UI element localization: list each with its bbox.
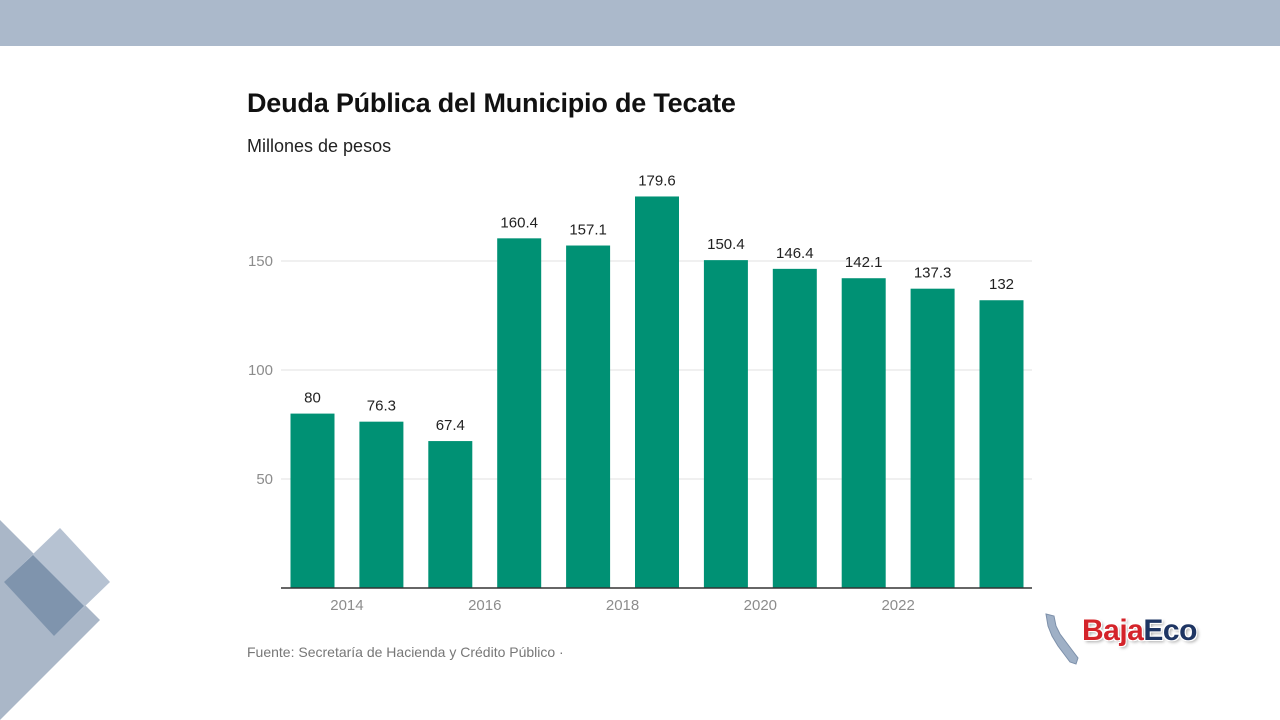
bar-2019 [703, 260, 748, 588]
data-label-2017: 157.1 [569, 222, 607, 239]
x-tick-label-2020: 2020 [744, 597, 777, 614]
bar-2014 [359, 421, 404, 588]
data-label-2022: 137.3 [914, 265, 952, 282]
bar-2015 [428, 441, 473, 588]
y-tick-label: 50 [256, 471, 273, 488]
bar-2022 [910, 288, 955, 588]
x-tick-label-2014: 2014 [330, 597, 363, 614]
logo-text-eco: Eco [1143, 614, 1197, 647]
bar-2021 [841, 278, 886, 588]
bar-2023 [979, 300, 1024, 588]
logo-text-baja: Baja [1082, 614, 1144, 647]
bar-2018 [635, 196, 679, 589]
chart-title: Deuda Pública del Municipio de Tecate [247, 88, 736, 118]
source-note: Fuente: Secretaría de Hacienda y Crédito… [247, 644, 564, 660]
deco-diamond-overlap [4, 555, 84, 636]
data-label-2021: 142.1 [845, 254, 883, 271]
data-label-2023: 132 [989, 276, 1014, 293]
data-label-2014: 76.3 [367, 398, 396, 415]
bar-2020 [772, 268, 817, 588]
y-tick-label: 150 [248, 253, 273, 270]
data-labels: 80 76.3 67.4 160.4 157.1 179.6 150.4 146.4 142.1… [304, 172, 1014, 434]
x-tick-label-2022: 2022 [881, 597, 914, 614]
data-label-2016: 160.4 [500, 214, 538, 231]
bar-2016 [497, 238, 542, 588]
bar-2017 [566, 245, 611, 588]
logo-wordmark: BajaEco [1082, 614, 1197, 648]
data-label-2015: 67.4 [436, 417, 465, 434]
y-axis-ticks: 50 100 150 [248, 253, 273, 488]
bar-2013 [290, 413, 335, 588]
y-tick-label: 100 [248, 362, 273, 379]
x-axis-ticks: 2014 2016 2018 2020 2022 [330, 597, 915, 614]
data-label-2018: 179.6 [638, 172, 676, 189]
top-banner-band [0, 0, 1280, 46]
bajaeco-logo: BajaEco [1040, 608, 1230, 668]
baja-california-map-icon [1045, 613, 1079, 665]
data-label-2020: 146.4 [776, 245, 814, 262]
decorative-diamonds [0, 520, 110, 720]
x-tick-label-2016: 2016 [468, 597, 501, 614]
data-label-2019: 150.4 [707, 236, 745, 253]
bars [290, 196, 1024, 589]
chart-subtitle: Millones de pesos [247, 136, 392, 156]
x-tick-label-2018: 2018 [606, 597, 639, 614]
data-label-2013: 80 [304, 390, 321, 407]
